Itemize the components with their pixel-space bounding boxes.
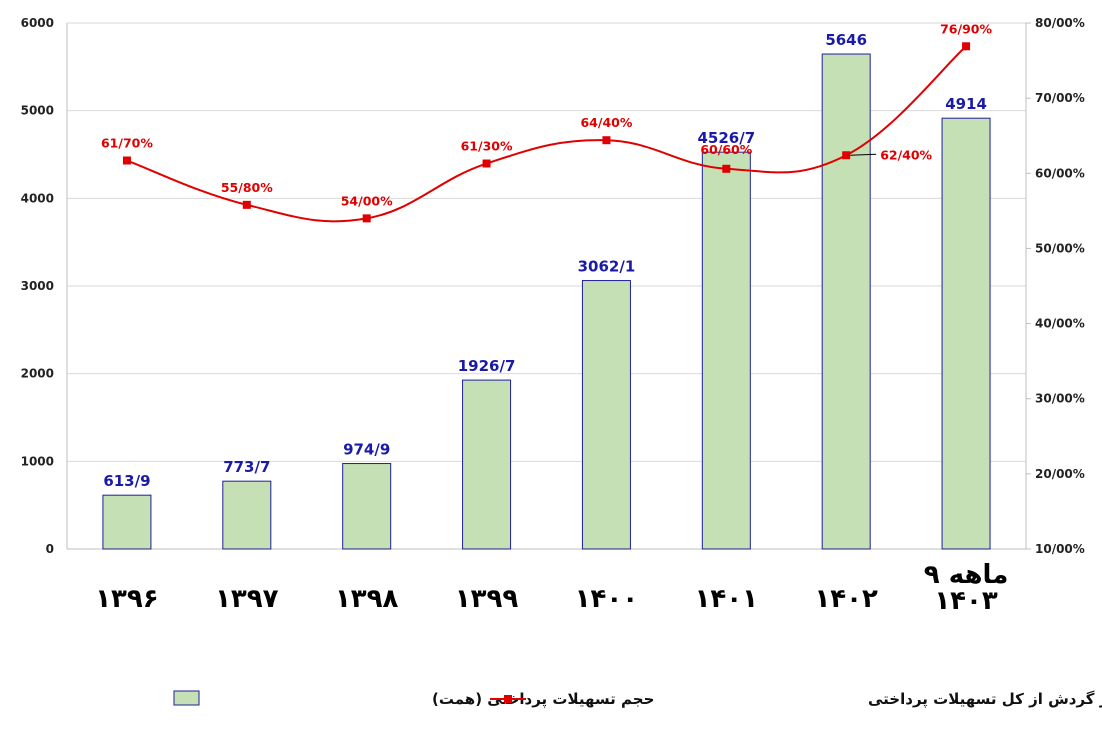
category-label: ۱۳۹۸ <box>335 584 399 614</box>
right-tick-label: 60/00% <box>1035 166 1085 180</box>
legend-bar-label: حجم تسهیلات پرداختی (همت) <box>432 690 654 709</box>
line-marker <box>482 159 491 168</box>
legend: حجم تسهیلات پرداختی (همت) سهم سرمایه در … <box>173 690 1102 709</box>
leader-line <box>850 153 877 156</box>
left-tick-label: 1000 <box>21 454 54 468</box>
category-label-line: ۹ ماهه <box>924 560 1009 590</box>
line-path <box>126 45 967 223</box>
category-label: ۱۴۰۱ <box>695 584 758 614</box>
category-label: ۹ ماهه ۱۴۰۳ <box>924 560 1009 616</box>
left-tick-label: 0 <box>46 542 54 556</box>
bar <box>701 151 751 550</box>
line-value-label: 60/60% <box>700 142 752 157</box>
category-label: ۱۴۰۲ <box>814 584 878 614</box>
line-marker <box>722 164 731 173</box>
bar <box>941 117 991 550</box>
category-label: ۱۳۹۷ <box>215 584 279 614</box>
bar-value-label: 3062/1 <box>578 258 636 276</box>
bar-value-label: 773/7 <box>223 458 270 476</box>
left-tick-label: 5000 <box>21 104 54 118</box>
left-tick-label: 4000 <box>21 191 54 205</box>
bar <box>821 53 871 550</box>
legend-line-marker <box>504 695 512 703</box>
bar-series <box>102 53 991 550</box>
right-tick-label: 10/00% <box>1035 542 1085 556</box>
category-label: ۱۳۹۶ <box>95 584 158 614</box>
bar-value-label: 5646 <box>825 31 867 49</box>
category-label-line: ۱۴۰۰ <box>575 584 638 614</box>
bar-value-label: 1926/7 <box>458 357 516 375</box>
right-tick-label: 80/00% <box>1035 16 1085 30</box>
line-value-label: 76/90% <box>940 21 992 36</box>
category-label-line: ۱۳۹۸ <box>335 584 399 614</box>
bar <box>342 463 392 550</box>
bar-value-label: 4526/7 <box>697 129 755 147</box>
left-tick-label: 2000 <box>21 367 54 381</box>
line-value-label: 61/30% <box>461 139 513 154</box>
axes: 0 1000 2000 3000 4000 5000 6000 10/00% 20/00% 30/… <box>21 16 1085 556</box>
category-label: ۱۴۰۰ <box>575 584 638 614</box>
bar <box>462 379 512 550</box>
bar-value-label: 974/9 <box>343 441 390 459</box>
category-labels: ۱۳۹۶ ۱۳۹۷ ۱۳۹۸ ۱۳۹۹ ۱۴۰۰ ۱۴۰۱ ۱۴۰۲ ۹ ماهه ۱۴۰۳ <box>95 560 1008 616</box>
bar <box>222 480 272 550</box>
bar-value-label: 613/9 <box>103 472 150 490</box>
category-label-line: ۱۴۰۲ <box>814 584 878 614</box>
line-marker <box>362 214 371 223</box>
data-labels: 613/9 773/7 974/9 1926/7 3062/1 4526/7 5646 491… <box>101 21 992 490</box>
line-value-label: 61/70% <box>101 136 153 151</box>
bar-value-label: 4914 <box>945 95 987 113</box>
line-marker <box>842 151 851 160</box>
category-label-line: ۱۳۹۶ <box>95 584 158 614</box>
right-tick-label: 30/00% <box>1035 392 1085 406</box>
left-tick-label: 6000 <box>21 16 54 30</box>
right-tick-label: 40/00% <box>1035 317 1085 331</box>
right-tick-label: 50/00% <box>1035 241 1085 255</box>
line-value-label: 54/00% <box>341 193 393 208</box>
legend-bar-swatch <box>173 690 200 706</box>
bar <box>102 494 152 550</box>
bar <box>581 280 631 550</box>
category-label-line: ۱۴۰۱ <box>695 584 758 614</box>
line-series <box>122 42 971 223</box>
category-label-line: ۱۴۰۳ <box>934 586 998 616</box>
legend-line-label: سهم سرمایه در گردش از کل تسهیلات پرداختی <box>868 690 1102 709</box>
left-tick-label: 3000 <box>21 279 54 293</box>
category-label: ۱۳۹۹ <box>455 584 519 614</box>
line-marker <box>242 200 251 209</box>
line-value-label: 55/80% <box>221 180 273 195</box>
right-tick-label: 70/00% <box>1035 91 1085 105</box>
line-marker <box>602 136 611 145</box>
right-tick-label: 20/00% <box>1035 467 1085 481</box>
line-value-label: 62/40% <box>880 147 932 162</box>
category-label-line: ۱۳۹۹ <box>455 584 519 614</box>
line-marker <box>962 42 971 51</box>
gridlines <box>67 22 1026 462</box>
line-value-label: 64/40% <box>580 115 632 130</box>
category-label-line: ۱۳۹۷ <box>215 584 279 614</box>
line-marker <box>122 156 131 165</box>
